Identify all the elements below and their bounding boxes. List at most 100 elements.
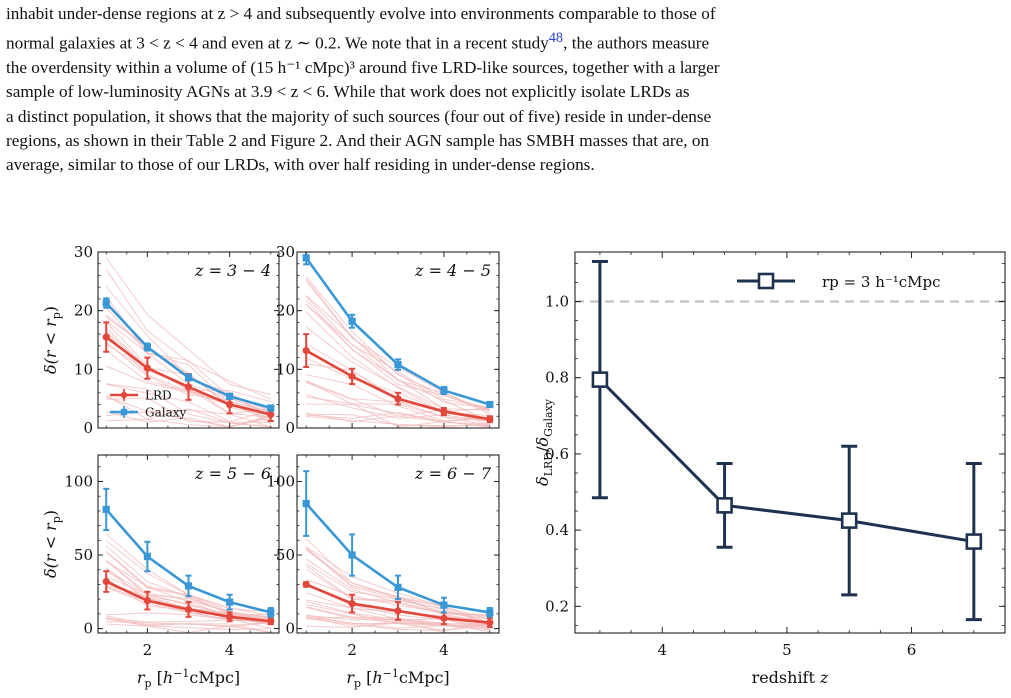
y-axis-label: δ(r < rp) bbox=[41, 510, 63, 578]
lrd-individual-trace bbox=[305, 276, 490, 411]
plot-area bbox=[302, 470, 494, 633]
lrd-point bbox=[102, 333, 110, 341]
lrd-individual-trace bbox=[105, 545, 271, 618]
plot-area bbox=[102, 487, 275, 633]
legend-label: LRD bbox=[145, 389, 172, 403]
galaxy-point bbox=[143, 343, 151, 351]
citation-link[interactable]: 48 bbox=[548, 30, 564, 47]
lrd-individual-trace bbox=[105, 257, 271, 395]
lrd-individual-trace bbox=[305, 278, 490, 409]
lrd-individual-trace bbox=[106, 397, 271, 423]
lrd-point bbox=[440, 407, 448, 416]
y-tick-label: 0.2 bbox=[545, 597, 569, 615]
y-tick-label: 0 bbox=[285, 419, 295, 437]
x-axis-label: redshift z bbox=[752, 668, 829, 687]
lrd-individual-trace bbox=[306, 618, 490, 631]
lrd-individual-trace bbox=[305, 296, 490, 409]
legend-marker bbox=[120, 391, 128, 399]
lrd-point bbox=[102, 577, 110, 586]
galaxy-point bbox=[394, 361, 402, 369]
paragraph-line-tail: , the authors measure bbox=[563, 33, 710, 53]
subplot-panel: 0 50 100 2 4 z = 6 − 7 rp [h−1cMpc] bbox=[266, 454, 500, 690]
galaxy-point bbox=[226, 392, 234, 400]
lrd-point bbox=[226, 613, 234, 621]
lrd-individual-trace bbox=[106, 618, 271, 633]
y-tick-label: 50 bbox=[74, 546, 93, 564]
subplot-panel: 0 10 20 30 z = 3 − 4 δ(r < rp) LRD Galaxy bbox=[41, 243, 280, 437]
paragraph-line-text: normal galaxies at 3 < z < 4 and even at… bbox=[6, 33, 549, 53]
galaxy-point bbox=[302, 499, 310, 508]
lrd-individual-trace bbox=[306, 614, 490, 631]
lrd-point bbox=[394, 607, 402, 615]
lrd-individual-trace bbox=[105, 269, 271, 400]
y-axis-label: δLRD/δGalaxy bbox=[533, 398, 555, 486]
lrd-individual-trace bbox=[105, 560, 271, 618]
paragraph-line: inhabit under-dense regions at z > 4 and… bbox=[6, 4, 716, 23]
y-tick-label: 1.0 bbox=[545, 293, 569, 311]
galaxy-point bbox=[348, 551, 356, 559]
lrd-point bbox=[394, 395, 402, 403]
plot-area bbox=[302, 252, 494, 428]
paper-paragraph: inhabit under-dense regions at z > 4 and… bbox=[6, 2, 1006, 177]
ratio-panel: 0.2 0.4 0.6 0.8 1.0 4 5 6 δLRD/δGalaxy redshift z… bbox=[533, 251, 1006, 687]
panel-redshift-label: z = 6 − 7 bbox=[414, 464, 492, 483]
lrd-individual-trace bbox=[106, 621, 271, 627]
y-tick-label: 10 bbox=[276, 360, 295, 378]
x-tick-label: 4 bbox=[225, 641, 235, 659]
galaxy-point bbox=[267, 404, 275, 412]
x-tick-label: 5 bbox=[782, 641, 792, 659]
lrd-individual-trace bbox=[306, 607, 490, 626]
y-tick-label: 0 bbox=[285, 620, 295, 638]
y-axis-label: δ(r < rp) bbox=[41, 306, 63, 374]
x-tick-label: 2 bbox=[143, 641, 153, 659]
y-tick-label: 0 bbox=[83, 620, 93, 638]
lrd-point bbox=[184, 605, 193, 614]
lrd-point bbox=[267, 410, 275, 419]
lrd-point bbox=[486, 415, 494, 423]
y-tick-label: 30 bbox=[74, 243, 93, 261]
galaxy-point bbox=[440, 386, 448, 395]
plot-area bbox=[102, 257, 275, 428]
lrd-point bbox=[348, 599, 356, 608]
galaxy-point bbox=[348, 317, 356, 325]
subplot-panel: 0 50 100 2 4 z = 5 − 6 δ(r < rp) rp [h−1cMpc] bbox=[41, 454, 280, 690]
galaxy-point bbox=[184, 373, 193, 382]
legend-marker bbox=[120, 408, 128, 416]
lrd-individual-trace bbox=[106, 383, 271, 428]
paragraph-line: normal galaxies at 3 < z < 4 and even at… bbox=[6, 26, 1006, 56]
lrd-individual-trace bbox=[306, 403, 490, 426]
lrd-point bbox=[486, 619, 494, 627]
paragraph-line: the overdensity within a volume of (15 h… bbox=[6, 58, 720, 78]
x-tick-label: 4 bbox=[439, 641, 449, 659]
y-tick-label: 0.4 bbox=[545, 521, 569, 539]
lrd-individual-trace bbox=[106, 383, 271, 422]
lrd-individual-trace bbox=[306, 413, 490, 427]
galaxy-point bbox=[486, 608, 494, 617]
galaxy-point bbox=[394, 583, 402, 591]
y-tick-label: 100 bbox=[64, 472, 93, 490]
y-tick-label: 100 bbox=[266, 472, 295, 490]
y-tick-label: 0.8 bbox=[545, 369, 569, 387]
ratio-point bbox=[591, 371, 609, 388]
lrd-point bbox=[348, 372, 356, 380]
y-tick-label: 20 bbox=[74, 302, 93, 320]
paragraph-line: average, similar to those of our LRDs, w… bbox=[6, 154, 595, 174]
galaxy-point bbox=[226, 598, 234, 606]
panel-frame bbox=[574, 251, 1006, 634]
panel-redshift-label: z = 5 − 6 bbox=[194, 464, 271, 483]
galaxy-point bbox=[102, 505, 110, 514]
galaxy-point bbox=[143, 552, 151, 561]
y-tick-label: 0 bbox=[83, 419, 93, 437]
lrd-individual-trace bbox=[306, 394, 490, 423]
y-tick-label: 10 bbox=[74, 360, 93, 378]
lrd-point bbox=[302, 580, 310, 589]
panel-redshift-label: z = 4 − 5 bbox=[414, 261, 491, 280]
paragraph-line: a distinct population, it shows that the… bbox=[6, 106, 712, 126]
legend: rp = 3 h⁻¹cMpc bbox=[737, 272, 941, 291]
lrd-individual-trace bbox=[305, 299, 490, 411]
ratio-point bbox=[840, 512, 858, 529]
legend: LRD Galaxy bbox=[110, 389, 187, 420]
ratio-point bbox=[716, 497, 733, 514]
y-tick-label: 20 bbox=[276, 302, 295, 320]
lrd-point bbox=[143, 597, 151, 605]
